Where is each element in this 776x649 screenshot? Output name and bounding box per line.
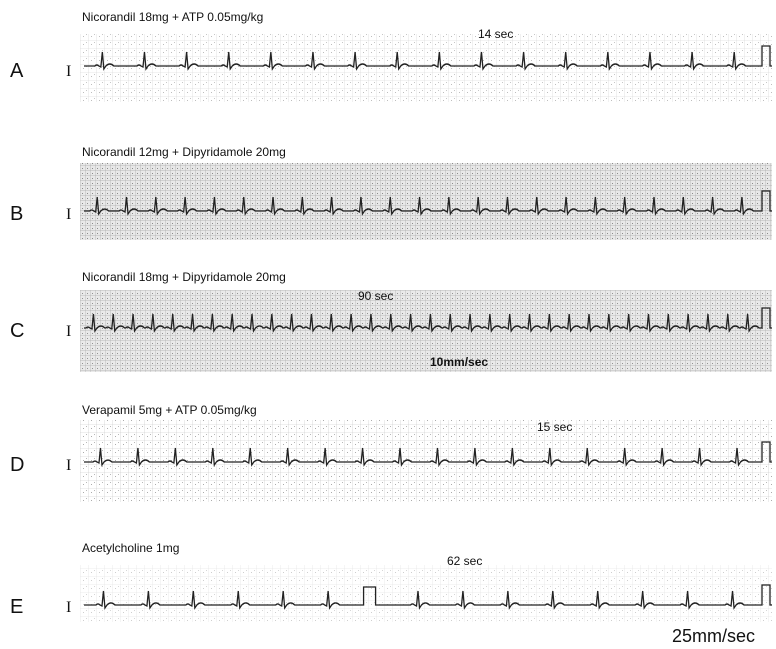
scale-label: 25mm/sec (672, 626, 755, 646)
annotation: 90 sec (358, 289, 393, 303)
annotation: 62 sec (447, 554, 482, 568)
panel-title: Nicorandil 18mg + Dipyridamole 20mg (82, 270, 286, 284)
lead-label: I (66, 206, 71, 223)
ecg-paper (80, 565, 772, 622)
panel-title: Nicorandil 18mg + ATP 0.05mg/kg (82, 10, 263, 24)
ecg-paper (80, 163, 772, 240)
lead-label: I (66, 323, 71, 340)
annotation: 15 sec (537, 420, 572, 434)
lead-label: I (66, 457, 71, 474)
panel-letter: B (10, 203, 23, 225)
panel-letter: A (10, 60, 24, 82)
panel-title: Acetylcholine 1mg (82, 541, 179, 555)
panel-title: Nicorandil 12mg + Dipyridamole 20mg (82, 145, 286, 159)
lead-label: I (66, 63, 71, 80)
panel-title: Verapamil 5mg + ATP 0.05mg/kg (82, 403, 257, 417)
annotation: 14 sec (478, 27, 513, 41)
ecg-paper (80, 34, 772, 102)
annotation: 10mm/sec (430, 355, 488, 369)
ecg-paper (80, 420, 772, 502)
panel-letter: D (10, 454, 24, 476)
panel-letter: C (10, 320, 24, 342)
panel-letter: E (10, 596, 23, 618)
lead-label: I (66, 599, 71, 616)
ecg-paper (80, 290, 772, 372)
figure: Nicorandil 18mg + ATP 0.05mg/kg A I 14 sec N… (0, 0, 776, 649)
